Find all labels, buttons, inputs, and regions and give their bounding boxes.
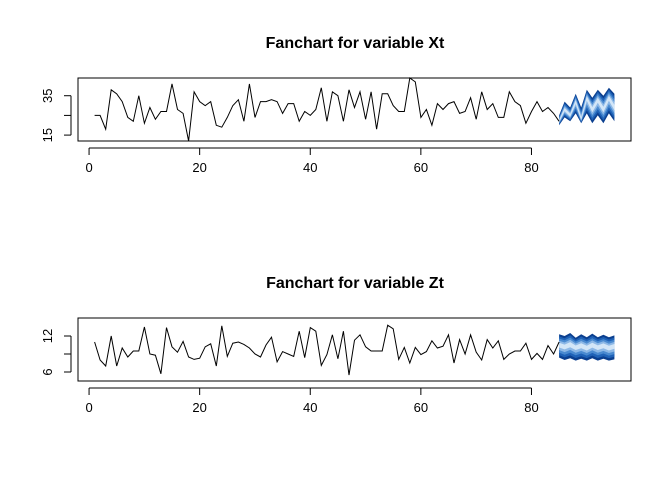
panel-zt: Fanchart for variable Zt 0 20 40 60 80 6 12 — [40, 275, 632, 415]
y-tick-label: 35 — [40, 88, 55, 102]
x-tick-label: 20 — [192, 160, 206, 175]
y-tick-label: 12 — [40, 329, 55, 343]
plot-box — [77, 77, 632, 142]
x-tick-label: 60 — [414, 400, 428, 415]
fan-band — [559, 91, 615, 124]
series-line — [94, 77, 560, 142]
x-tick-label: 0 — [85, 400, 92, 415]
x-tick-label: 20 — [192, 400, 206, 415]
y-axis: 6 12 — [40, 329, 72, 376]
x-tick-label: 60 — [414, 160, 428, 175]
series-line — [94, 324, 560, 376]
x-tick-label: 80 — [524, 160, 538, 175]
y-tick-label: 15 — [40, 128, 55, 142]
fan-band — [559, 95, 615, 123]
x-tick-label: 40 — [303, 400, 317, 415]
x-tick-label: 40 — [303, 160, 317, 175]
forecast-fan — [559, 87, 615, 126]
x-axis: 0 20 40 60 80 — [85, 387, 539, 415]
fan-band — [559, 342, 615, 351]
x-tick-label: 0 — [85, 160, 92, 175]
x-tick-label: 80 — [524, 400, 538, 415]
plot-box — [77, 317, 632, 382]
fan-band — [559, 93, 615, 123]
chart-title: Fanchart for variable Xt — [266, 35, 445, 52]
x-axis: 0 20 40 60 80 — [85, 147, 539, 175]
forecast-fan — [559, 333, 615, 361]
y-tick-label: 6 — [40, 368, 55, 375]
chart-title: Fanchart for variable Zt — [266, 275, 444, 292]
